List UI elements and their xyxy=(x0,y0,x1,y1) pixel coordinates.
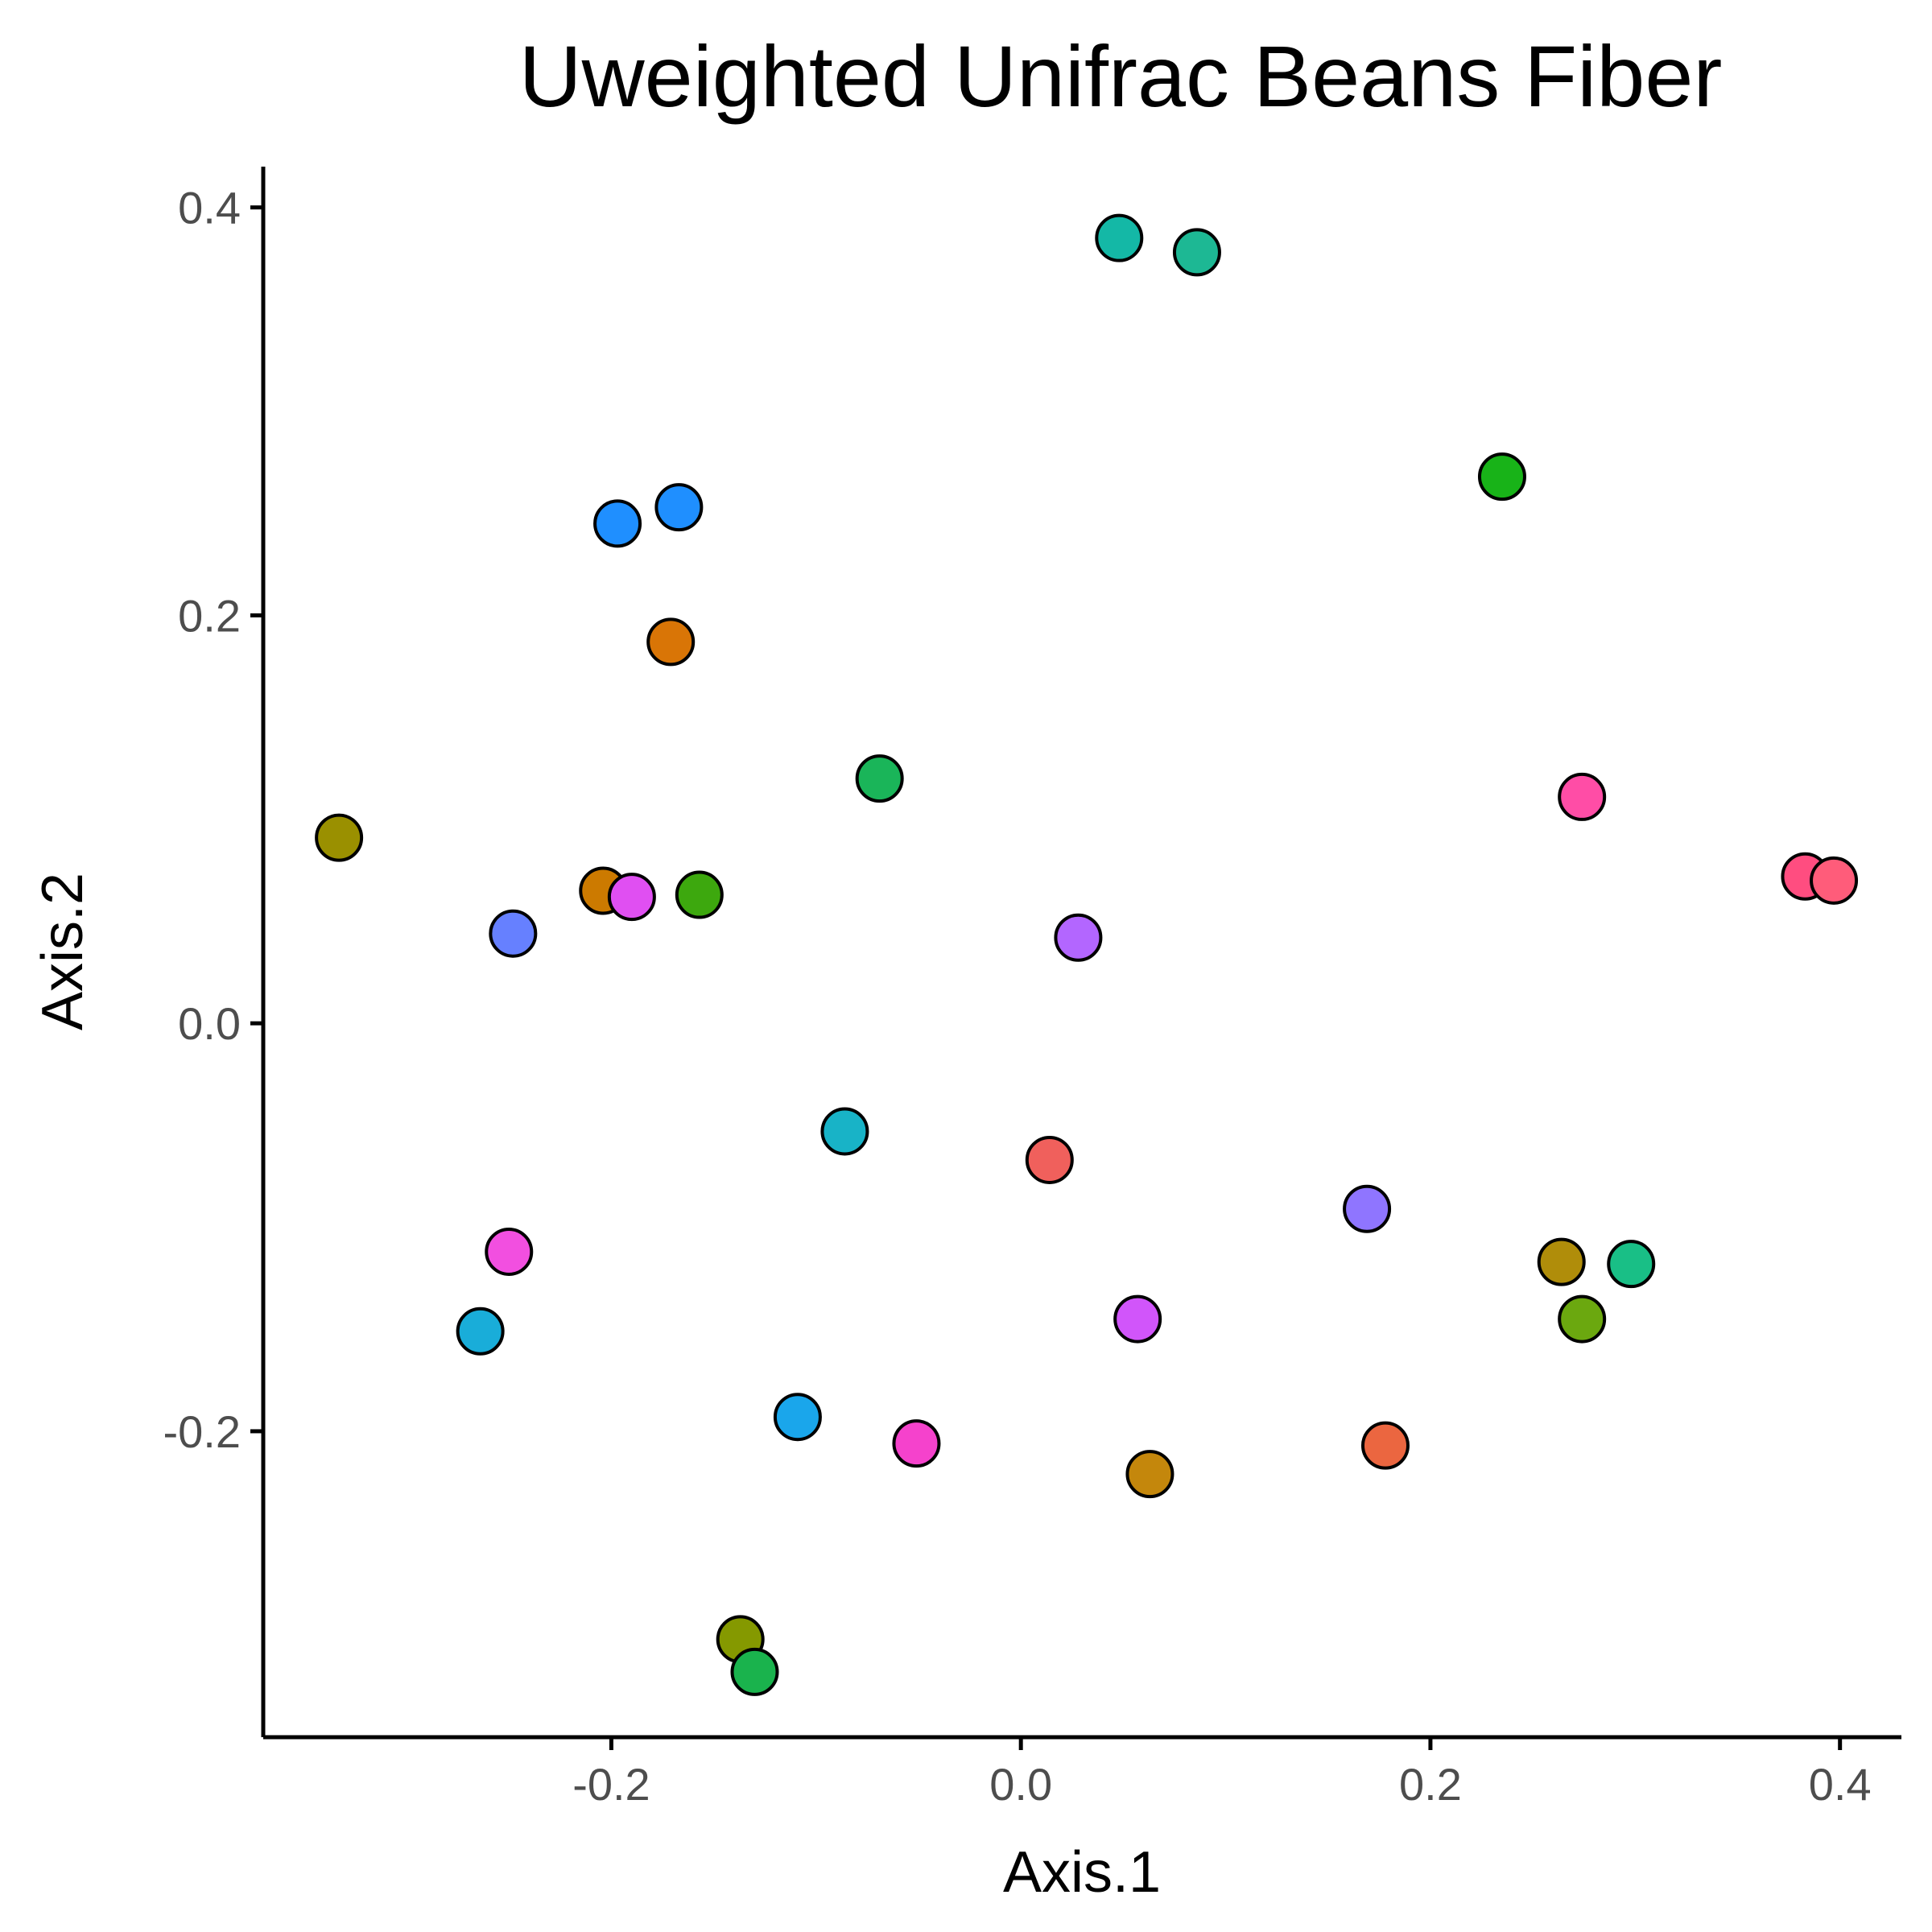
data-point xyxy=(1125,1450,1174,1499)
data-point xyxy=(1810,856,1859,905)
data-point xyxy=(773,1393,822,1442)
data-point xyxy=(1343,1184,1392,1233)
data-point xyxy=(1172,228,1221,277)
data-point xyxy=(675,870,724,919)
data-point xyxy=(646,617,696,667)
y-axis-label: Axis.2 xyxy=(31,873,95,1030)
x-tick-label: 0.4 xyxy=(1809,1759,1872,1810)
y-tick-label: 0.0 xyxy=(178,998,241,1049)
x-tick-label: 0.2 xyxy=(1399,1759,1462,1810)
data-point xyxy=(855,754,904,803)
data-point xyxy=(1537,1237,1586,1286)
data-point xyxy=(315,813,364,862)
data-point xyxy=(1025,1135,1074,1184)
data-point xyxy=(892,1419,941,1468)
data-point xyxy=(730,1647,779,1696)
data-point xyxy=(593,499,642,548)
x-tick-label: 0.0 xyxy=(989,1759,1052,1810)
x-axis-ticks: -0.2 0.0 0.2 0.4 xyxy=(572,1737,1872,1810)
data-point xyxy=(485,1227,534,1276)
y-tick-label: -0.2 xyxy=(163,1406,242,1457)
y-axis-ticks: -0.2 0.0 0.2 0.4 xyxy=(163,183,263,1457)
data-points xyxy=(315,213,1859,1696)
data-point xyxy=(489,909,538,958)
data-point xyxy=(654,483,704,532)
chart-title: Uweighted Unifrac Beans Fiber xyxy=(519,27,1723,125)
data-point xyxy=(1054,913,1103,962)
x-tick-label: -0.2 xyxy=(572,1759,650,1810)
data-point xyxy=(1360,1421,1410,1470)
y-tick-label: 0.2 xyxy=(178,590,241,641)
data-point xyxy=(1558,772,1607,821)
data-point xyxy=(607,873,656,922)
data-point xyxy=(1113,1294,1162,1344)
data-point xyxy=(1477,452,1526,502)
data-point xyxy=(1095,213,1144,262)
data-point xyxy=(820,1107,869,1156)
data-point xyxy=(1607,1240,1656,1289)
data-point xyxy=(1558,1294,1607,1344)
x-axis-label: Axis.1 xyxy=(1003,1840,1161,1905)
data-point xyxy=(456,1307,505,1356)
y-tick-label: 0.4 xyxy=(178,183,241,233)
plot-area: -0.2 0.0 0.2 0.4 -0.2 0.0 0.2 0.4 xyxy=(163,167,1901,1810)
